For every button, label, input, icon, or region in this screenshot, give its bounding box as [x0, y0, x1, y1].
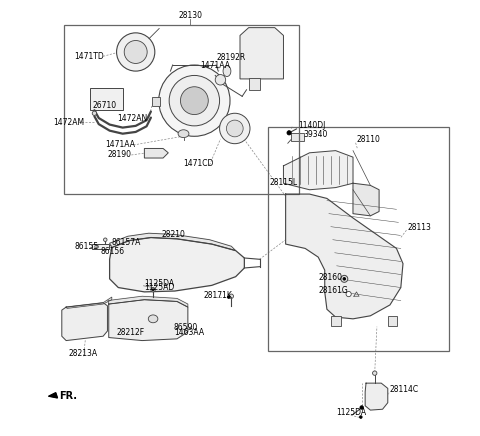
Text: 86156: 86156 [101, 246, 125, 255]
Circle shape [372, 371, 377, 375]
Bar [152, 97, 160, 106]
Bar [331, 316, 341, 326]
Polygon shape [109, 238, 244, 292]
Bar [64, 24, 299, 194]
Circle shape [343, 278, 346, 280]
Ellipse shape [148, 315, 158, 323]
Polygon shape [62, 303, 108, 341]
Circle shape [124, 41, 147, 64]
Text: 28110: 28110 [357, 135, 380, 144]
Circle shape [104, 238, 107, 242]
Text: 28171K: 28171K [203, 291, 232, 300]
Ellipse shape [178, 130, 189, 138]
Circle shape [152, 289, 154, 290]
Circle shape [159, 65, 230, 136]
Text: 28114C: 28114C [390, 385, 419, 394]
Polygon shape [109, 300, 188, 341]
Polygon shape [109, 233, 236, 251]
Circle shape [219, 113, 250, 144]
Text: 1471AA: 1471AA [105, 140, 135, 150]
Text: 1125AD: 1125AD [144, 283, 175, 292]
Text: 86155: 86155 [75, 242, 99, 251]
Polygon shape [108, 296, 188, 307]
Polygon shape [144, 149, 168, 158]
Polygon shape [365, 383, 388, 410]
Text: 28113: 28113 [408, 223, 431, 232]
Text: 1471AA: 1471AA [200, 61, 230, 70]
Circle shape [92, 111, 96, 116]
Text: 28130: 28130 [178, 11, 202, 20]
Text: 28160: 28160 [318, 272, 342, 282]
Text: FR.: FR. [59, 391, 77, 401]
Circle shape [151, 287, 155, 292]
Circle shape [341, 276, 348, 283]
Polygon shape [353, 183, 379, 216]
Text: 1140DJ: 1140DJ [298, 121, 325, 130]
Text: 28213A: 28213A [69, 349, 98, 358]
Circle shape [95, 245, 98, 249]
Circle shape [360, 416, 362, 419]
Circle shape [228, 296, 230, 298]
Text: 28212F: 28212F [116, 328, 144, 337]
Circle shape [227, 120, 243, 137]
Circle shape [169, 75, 219, 126]
Circle shape [360, 406, 363, 409]
Polygon shape [49, 393, 58, 398]
Text: 1463AA: 1463AA [174, 328, 204, 337]
Text: 28161G: 28161G [318, 286, 348, 295]
Bar [249, 78, 260, 90]
Text: 39340: 39340 [303, 130, 327, 139]
Circle shape [287, 131, 291, 135]
Polygon shape [284, 150, 353, 190]
Circle shape [215, 75, 226, 85]
Text: 86157A: 86157A [112, 238, 141, 247]
Text: 26710: 26710 [92, 102, 116, 110]
Circle shape [117, 33, 155, 71]
Bar [291, 133, 304, 141]
Polygon shape [66, 297, 112, 308]
Bar [90, 88, 123, 110]
Text: 1125DA: 1125DA [336, 408, 366, 417]
Text: 1472AM: 1472AM [53, 118, 84, 127]
Circle shape [229, 294, 233, 298]
Text: 1471CD: 1471CD [183, 159, 214, 168]
Bar [92, 244, 109, 249]
Bar [388, 316, 397, 326]
Text: 86590: 86590 [174, 323, 198, 332]
Bar [268, 127, 449, 351]
Text: 28115L: 28115L [269, 178, 297, 187]
Circle shape [346, 291, 351, 296]
Ellipse shape [223, 66, 231, 77]
Polygon shape [240, 27, 284, 79]
Text: 28210: 28210 [162, 230, 186, 239]
Text: 28192R: 28192R [216, 53, 245, 61]
Text: 28190: 28190 [108, 150, 132, 160]
Text: 1125DA: 1125DA [144, 279, 175, 288]
Text: 1472AN: 1472AN [118, 113, 148, 123]
Text: 1471TD: 1471TD [74, 52, 104, 61]
Circle shape [180, 87, 208, 115]
Polygon shape [286, 194, 403, 319]
